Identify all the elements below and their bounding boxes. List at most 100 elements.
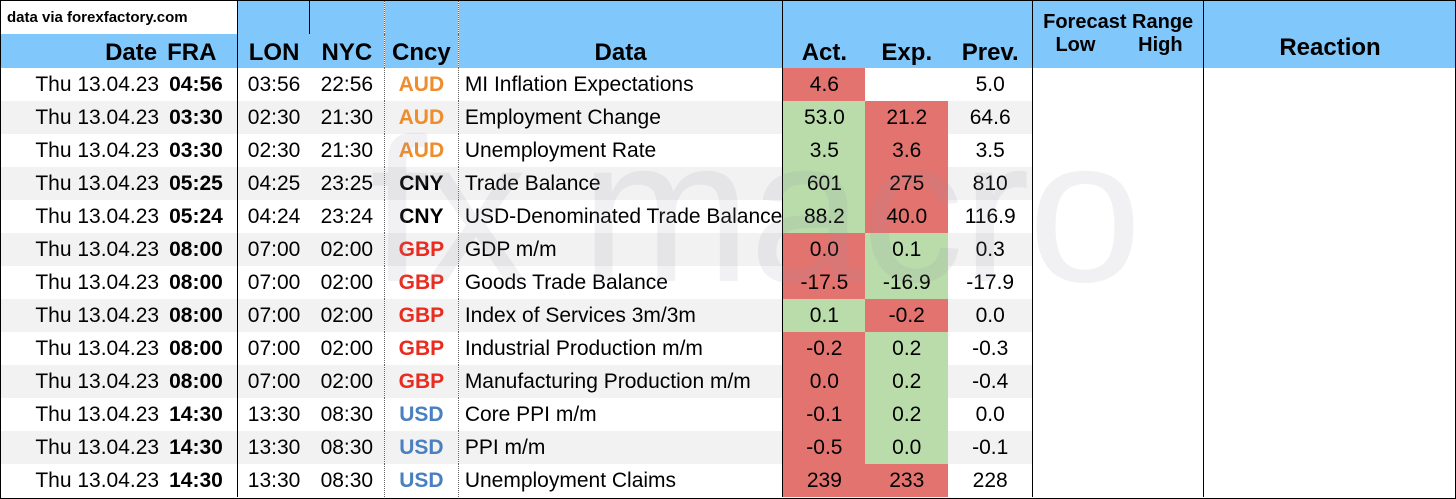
row-expected bbox=[865, 68, 948, 101]
row-range-high bbox=[1118, 464, 1204, 497]
row-range-high bbox=[1118, 332, 1204, 365]
row-actual: -0.2 bbox=[782, 332, 866, 365]
table-row: Thu 13.04.23 08:00 07:00 02:00 GBP GDP m/m 0.0… bbox=[0, 233, 1456, 266]
row-date: Thu 13.04.23 bbox=[0, 299, 164, 332]
table-row: Thu 13.04.23 03:30 02:30 21:30 AUD Employment… bbox=[0, 101, 1456, 134]
row-expected: -16.9 bbox=[865, 266, 949, 299]
row-previous: 0.0 bbox=[948, 299, 1033, 332]
calendar-rows: Thu 13.04.23 04:56 03:56 22:56 AUD MI Inflati… bbox=[0, 68, 1456, 497]
row-fra-time: 14:30 bbox=[163, 431, 238, 464]
row-actual: 0.0 bbox=[782, 365, 866, 398]
row-fra-time: 14:30 bbox=[169, 468, 223, 492]
row-currency: AUD bbox=[384, 134, 459, 167]
row-currency: GBP bbox=[384, 332, 459, 365]
row-actual: 88.2 bbox=[782, 200, 866, 233]
row-fra-time: 08:00 bbox=[163, 233, 238, 266]
forecast-range-header: Forecast Range bbox=[1032, 0, 1204, 34]
row-lon-time: 04:25 bbox=[237, 167, 310, 200]
header-expected: Exp. bbox=[865, 34, 949, 68]
row-date: Thu 13.04.23 bbox=[35, 72, 160, 96]
row-reaction bbox=[1203, 299, 1456, 332]
header-currency: Cncy bbox=[384, 34, 459, 68]
row-currency: USD bbox=[384, 398, 459, 431]
row-previous: 5.0 bbox=[975, 72, 1005, 96]
row-previous: -17.9 bbox=[966, 270, 1015, 294]
row-nyc-time: 02:00 bbox=[309, 266, 385, 299]
row-actual: -0.1 bbox=[782, 398, 866, 431]
row-actual: 3.5 bbox=[782, 134, 866, 167]
row-range-low bbox=[1032, 233, 1118, 266]
row-event-name: Unemployment Claims bbox=[458, 464, 784, 497]
row-range-high bbox=[1118, 266, 1204, 299]
row-event-name: USD-Denominated Trade Balance bbox=[458, 200, 784, 233]
row-range-low bbox=[1032, 398, 1118, 431]
row-expected: 3.6 bbox=[865, 134, 949, 167]
row-event-name: Trade Balance bbox=[458, 167, 784, 200]
row-range-high bbox=[1118, 431, 1204, 464]
row-range-high bbox=[1118, 167, 1204, 200]
row-fra-time: 03:30 bbox=[169, 138, 223, 162]
row-previous: -0.4 bbox=[948, 365, 1033, 398]
row-event-name: Unemployment Rate bbox=[458, 134, 784, 167]
row-range-high bbox=[1118, 299, 1204, 332]
row-lon-time: 07:00 bbox=[237, 266, 310, 299]
row-date: Thu 13.04.23 bbox=[35, 402, 160, 426]
row-actual: 239 bbox=[782, 464, 866, 497]
table-row: Thu 13.04.23 14:30 13:30 08:30 USD PPI m/m -0.… bbox=[0, 431, 1456, 464]
row-previous: 3.5 bbox=[975, 138, 1005, 162]
row-actual: 0.0 bbox=[782, 233, 866, 266]
table-row: Thu 13.04.23 03:30 02:30 21:30 AUD Unemployme… bbox=[1, 134, 1456, 167]
row-date: Thu 13.04.23 bbox=[35, 204, 160, 228]
row-lon-time: 07:00 bbox=[237, 365, 310, 398]
row-range-high bbox=[1118, 134, 1204, 167]
row-expected: 0.1 bbox=[865, 233, 949, 266]
header-fra: FRA bbox=[163, 34, 238, 68]
row-reaction bbox=[1203, 398, 1456, 431]
row-fra-time: 04:56 bbox=[169, 72, 223, 96]
row-nyc-time: 08:30 bbox=[309, 398, 385, 431]
row-previous: 810 bbox=[948, 167, 1033, 200]
row-lon-time: 13:30 bbox=[237, 464, 310, 497]
table-row: Thu 13.04.23 05:25 04:25 23:25 CNY Trade Bala… bbox=[0, 167, 1456, 200]
source-label: data via forexfactory.com bbox=[0, 0, 238, 34]
row-event-name: Industrial Production m/m bbox=[458, 332, 784, 365]
row-currency: GBP bbox=[384, 266, 459, 299]
row-range-low bbox=[1032, 464, 1118, 497]
row-date: Thu 13.04.23 bbox=[0, 365, 164, 398]
row-actual: 53.0 bbox=[782, 101, 866, 134]
row-event-name: Goods Trade Balance bbox=[458, 266, 784, 299]
row-event-name: MI Inflation Expectations bbox=[458, 68, 784, 101]
row-reaction bbox=[1203, 200, 1456, 233]
row-actual: 601 bbox=[782, 167, 866, 200]
row-lon-time: 07:00 bbox=[237, 233, 310, 266]
row-range-low bbox=[1032, 365, 1118, 398]
row-currency: CNY bbox=[384, 200, 459, 233]
row-lon-time: 07:00 bbox=[237, 332, 310, 365]
row-previous: 0.0 bbox=[975, 402, 1005, 426]
table-row: Thu 13.04.23 14:30 13:30 08:30 USD Unemployme… bbox=[1, 464, 1456, 497]
header-nyc: NYC bbox=[309, 34, 385, 68]
row-fra-time: 03:30 bbox=[163, 101, 238, 134]
row-date: Thu 13.04.23 bbox=[35, 468, 160, 492]
row-currency: AUD bbox=[384, 101, 459, 134]
row-currency: USD bbox=[384, 464, 459, 497]
row-date: Thu 13.04.23 bbox=[35, 336, 160, 360]
row-currency: GBP bbox=[384, 299, 459, 332]
row-date: Thu 13.04.23 bbox=[0, 167, 164, 200]
row-nyc-time: 08:30 bbox=[309, 431, 385, 464]
row-currency: GBP bbox=[384, 365, 459, 398]
table-row: Thu 13.04.23 08:00 07:00 02:00 GBP Manufactur… bbox=[0, 365, 1456, 398]
header-lon: LON bbox=[237, 34, 310, 68]
row-range-low bbox=[1032, 266, 1118, 299]
row-range-high bbox=[1118, 233, 1204, 266]
row-reaction bbox=[1203, 431, 1456, 464]
row-lon-time: 13:30 bbox=[237, 431, 310, 464]
row-actual: 4.6 bbox=[782, 68, 866, 101]
row-lon-time: 13:30 bbox=[237, 398, 310, 431]
row-range-low bbox=[1032, 299, 1118, 332]
row-range-high bbox=[1118, 68, 1204, 101]
row-range-low bbox=[1032, 68, 1118, 101]
row-fra-time: 08:00 bbox=[169, 270, 223, 294]
row-nyc-time: 02:00 bbox=[309, 365, 385, 398]
